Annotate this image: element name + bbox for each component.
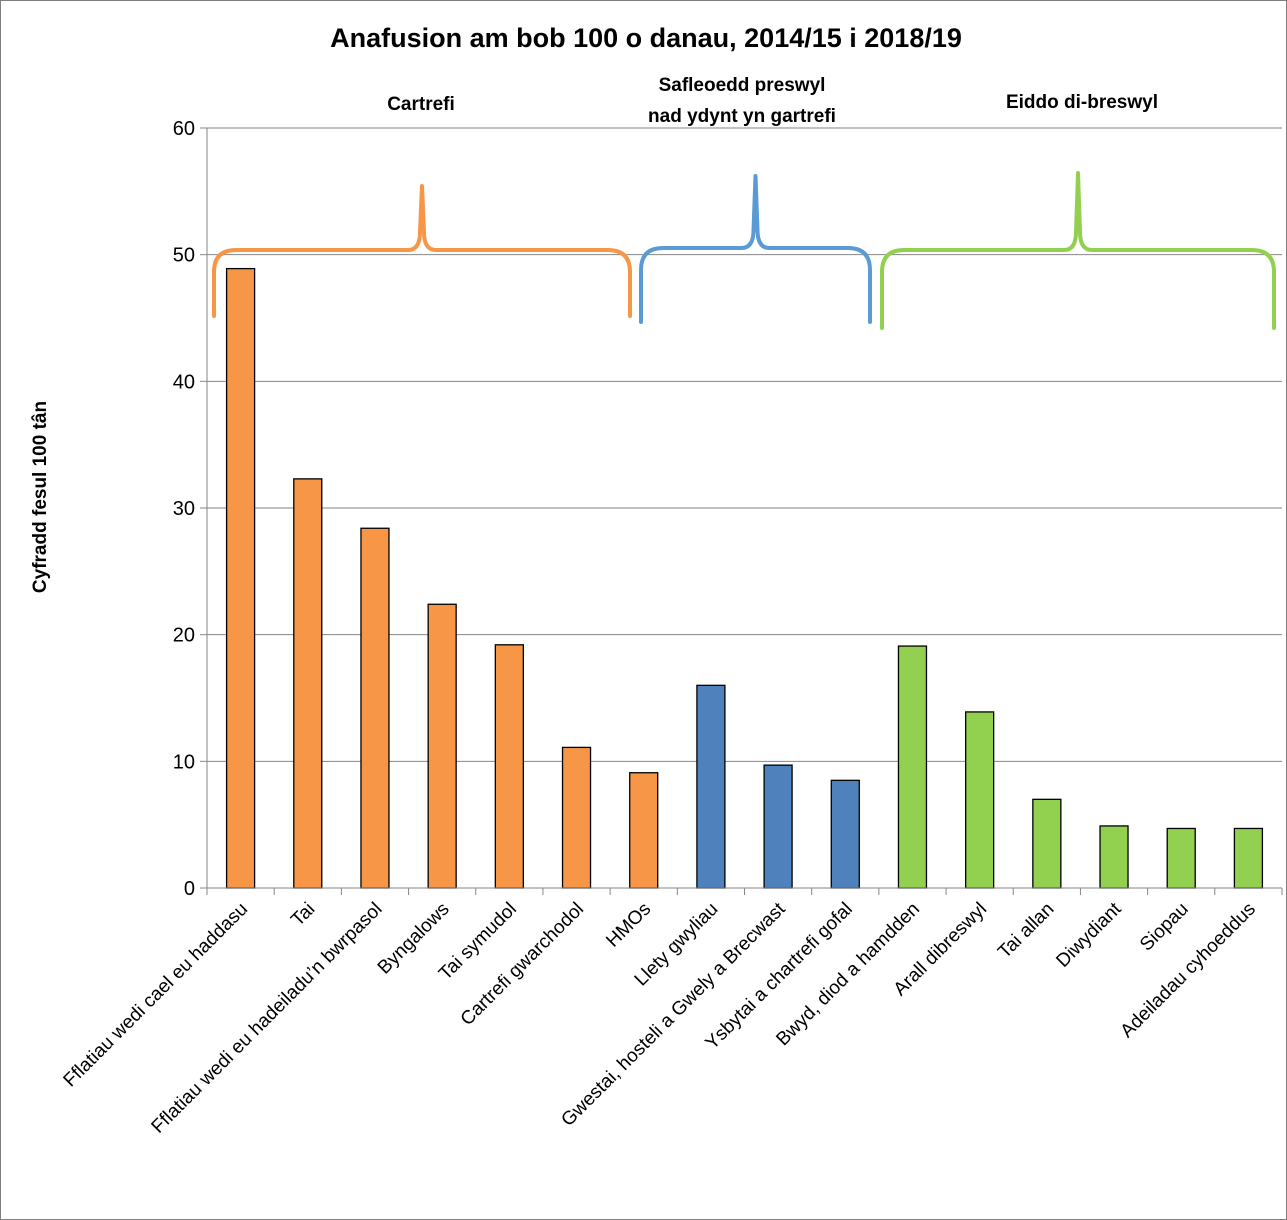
- bar: [360, 527, 390, 889]
- bar: [629, 772, 659, 889]
- bar: [1233, 827, 1264, 889]
- x-tick-label: Cartrefi gwarchodol: [457, 899, 588, 1030]
- y-tick-label: 10: [173, 751, 195, 773]
- chart-title: Anafusion am bob 100 o danau, 2014/15 i …: [330, 23, 962, 53]
- bars: [225, 267, 1264, 889]
- x-tick-label: HMOs: [602, 899, 655, 952]
- group-label: Safleoedd preswyl: [659, 75, 826, 96]
- x-tick-label: Tai allan: [994, 899, 1058, 963]
- group-label: Eiddo di-breswyl: [1006, 92, 1158, 113]
- y-tick-label: 30: [173, 498, 195, 520]
- bar: [696, 684, 726, 889]
- x-axis: Fflatiau wedi cael eu haddasu TaiFflatiau…: [60, 887, 1283, 1138]
- bar: [225, 267, 256, 889]
- bar: [763, 764, 793, 889]
- bar: [965, 711, 995, 889]
- bar: [897, 645, 928, 889]
- y-tick-label: 40: [173, 371, 195, 393]
- group-bracket: [880, 171, 1276, 330]
- group-bracket: [212, 184, 632, 318]
- group-brackets: [212, 171, 1276, 330]
- x-tick-label: Fflatiau wedi eu hadeiladu’n bwrpasol: [148, 899, 387, 1138]
- y-tick-label: 0: [184, 878, 195, 900]
- x-tick-label: Siopau: [1136, 899, 1193, 956]
- y-axis-label: Cyfradd fesul 100 tân: [30, 401, 51, 593]
- bar: [830, 779, 860, 889]
- bar: [293, 478, 323, 889]
- bar: [561, 746, 592, 889]
- bar: [1099, 825, 1129, 889]
- y-tick-label: 20: [173, 625, 195, 647]
- group-label: nad ydynt yn gartrefi: [648, 106, 836, 127]
- y-tick-label: 50: [173, 245, 195, 267]
- bar: [494, 644, 524, 889]
- y-axis: 0 10 20 30 40 50 60: [173, 118, 208, 900]
- x-tick-label: Adeiladau cyhoeddus: [1117, 899, 1260, 1042]
- x-tick-label: Tai: [287, 899, 319, 931]
- group-label: Cartrefi: [387, 94, 455, 115]
- group-bracket: [639, 174, 872, 324]
- y-tick-label: 60: [173, 118, 195, 140]
- x-tick-label: Diwydiant: [1052, 898, 1126, 972]
- bar: [1166, 827, 1196, 889]
- group-labels: Cartrefi Safleoedd preswyl nad ydynt yn ga…: [387, 75, 1158, 127]
- bar: [1032, 798, 1062, 889]
- bar: [427, 603, 457, 889]
